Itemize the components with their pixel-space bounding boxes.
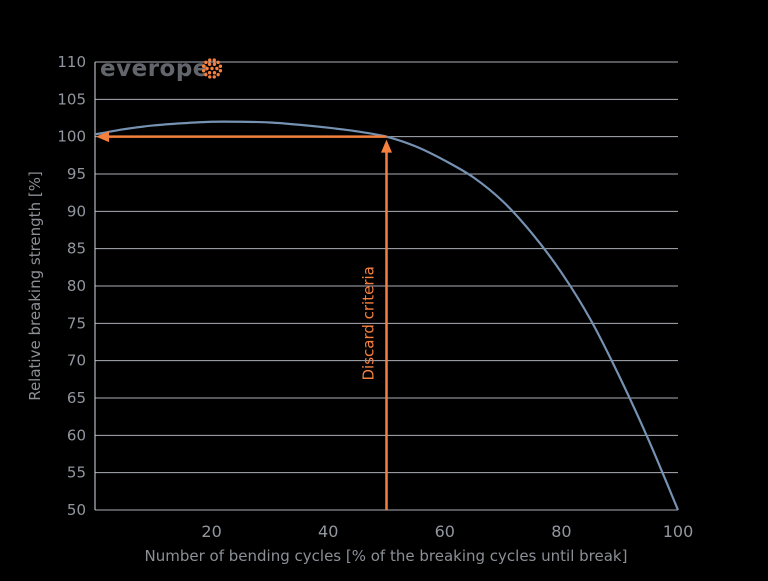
- strength-curve: [94, 120, 680, 511]
- logo-text: everope: [100, 56, 209, 82]
- y-tick-label: 55: [67, 464, 86, 482]
- discard-annotation: Discard criteria: [96, 131, 392, 510]
- left-arrowhead-icon: [96, 131, 109, 143]
- y-tick-label: 85: [67, 240, 86, 258]
- y-tick-labels: 110 105 100 95 90 85 80 75 70 65 60 55 50: [57, 53, 86, 519]
- x-tick-label: 20: [201, 522, 221, 541]
- y-tick-label: 80: [67, 277, 86, 295]
- y-tick-label: 70: [67, 352, 86, 370]
- up-arrowhead-icon: [381, 139, 392, 153]
- y-tick-label: 105: [57, 90, 86, 108]
- y-tick-label: 50: [67, 501, 86, 519]
- logo: everope: [100, 56, 223, 82]
- y-tick-label: 90: [67, 202, 86, 220]
- y-axis-title: Relative breaking strength [%]: [26, 171, 44, 401]
- y-tick-label: 65: [67, 389, 86, 407]
- y-tick-label: 100: [57, 128, 86, 146]
- x-tick-label: 40: [318, 522, 338, 541]
- y-tick-label: 95: [67, 165, 86, 183]
- x-tick-label: 100: [663, 522, 694, 541]
- y-tick-label: 60: [67, 426, 86, 444]
- discard-criteria-label: Discard criteria: [360, 266, 378, 380]
- x-tick-label: 80: [551, 522, 571, 541]
- x-axis-title: Number of bending cycles [% of the break…: [145, 547, 628, 565]
- y-tick-label: 110: [57, 53, 86, 71]
- y-tick-label: 75: [67, 314, 86, 332]
- x-tick-label: 60: [435, 522, 455, 541]
- x-tick-labels: 20 40 60 80 100: [201, 522, 693, 541]
- rope-cross-section-icon: [201, 58, 223, 79]
